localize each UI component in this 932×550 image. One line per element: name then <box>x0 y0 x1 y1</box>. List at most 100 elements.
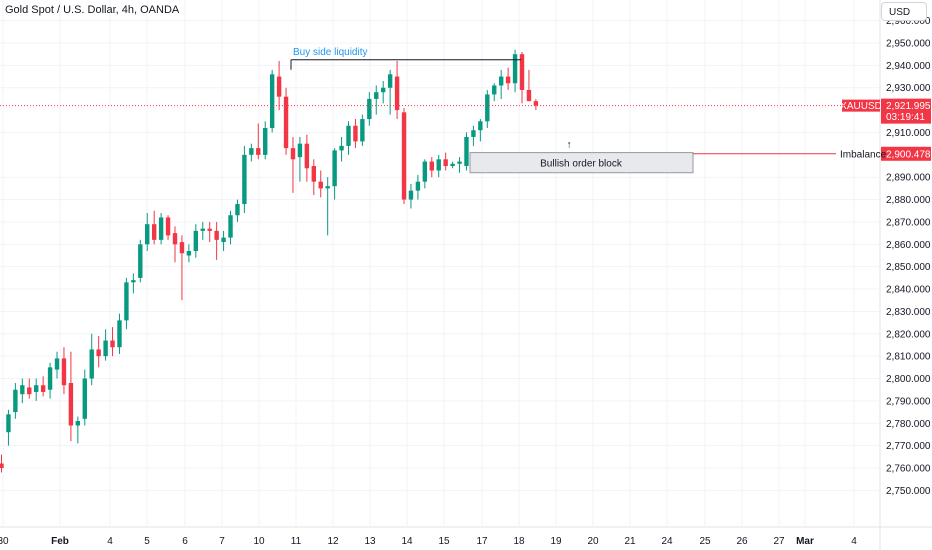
candle <box>151 210 157 245</box>
candle-body <box>124 282 129 321</box>
candle <box>193 224 199 258</box>
candle-body <box>381 87 386 93</box>
candle-body <box>235 204 240 216</box>
candle <box>228 210 233 245</box>
candle <box>533 98 539 111</box>
candle <box>429 157 434 178</box>
candle <box>346 121 351 155</box>
price-tick-label: 2,870.000 <box>886 217 931 228</box>
candle-body <box>249 148 254 155</box>
candle <box>318 170 323 198</box>
time-tick-label: 15 <box>438 536 450 547</box>
candle-body <box>353 125 358 142</box>
candle-body <box>408 190 414 200</box>
candle-body <box>415 181 421 191</box>
time-tick-label: 10 <box>253 536 265 547</box>
candle-body <box>360 119 365 142</box>
candle-body <box>443 159 448 167</box>
candle <box>13 383 18 419</box>
candle-body <box>47 367 53 390</box>
candle-body <box>96 349 101 357</box>
candle <box>103 329 108 361</box>
time-axis[interactable]: 30 Feb 4 5 6 7 10 11 12 13 14 15 17 18 19 20 21 24 25 26 27 M… <box>0 536 857 547</box>
current-price-text: 2,921.995 <box>886 101 931 112</box>
candle <box>512 49 518 93</box>
time-tick-label: 24 <box>661 536 673 547</box>
time-tick-label: 20 <box>587 536 599 547</box>
currency-button[interactable]: USD <box>881 2 927 21</box>
candle <box>422 159 428 189</box>
candle-body <box>283 96 289 149</box>
candle-body <box>242 154 247 205</box>
candle-body <box>505 76 511 84</box>
price-tick-label: 2,820.000 <box>886 329 931 340</box>
candle-body <box>457 161 462 164</box>
buy-side-liquidity-label: Buy side liquidity <box>293 47 367 58</box>
price-tick-label: 2,960.000 <box>886 16 931 27</box>
candle-body <box>498 76 504 86</box>
candle-body <box>138 244 143 278</box>
candle <box>214 221 219 260</box>
candle <box>519 51 525 104</box>
candle <box>367 92 372 126</box>
candle <box>138 239 143 283</box>
candle-body <box>387 74 393 88</box>
candle <box>457 157 462 173</box>
bullish-order-block-zone[interactable] <box>469 152 694 174</box>
candle-body <box>533 101 539 106</box>
candle <box>54 351 60 379</box>
candle-body <box>131 280 136 283</box>
candle <box>75 416 81 444</box>
candle-body <box>40 385 46 392</box>
candle <box>179 235 185 301</box>
candle <box>186 244 192 263</box>
candle-body <box>27 387 32 395</box>
candle <box>332 148 337 200</box>
candle-body <box>75 421 81 426</box>
price-axis[interactable]: 2,960.000 2,950.000 2,940.000 2,930.000 2,91… <box>840 16 931 497</box>
candle <box>415 174 421 200</box>
candle-body <box>346 125 351 146</box>
candlestick-series <box>0 49 539 473</box>
candle-body <box>110 340 115 348</box>
imbalance-price-badge: 2,900.478 <box>881 146 931 161</box>
candle-body <box>34 385 39 392</box>
candle <box>124 277 129 330</box>
candle <box>443 152 448 171</box>
candle-body <box>436 159 441 171</box>
candle <box>401 107 407 205</box>
candle-body <box>464 136 469 167</box>
imbalance-price-text: 2,900.478 <box>886 149 931 160</box>
candle-body <box>221 237 226 243</box>
candle <box>505 67 511 90</box>
price-tick-label: 2,780.000 <box>886 419 931 430</box>
candle <box>374 85 379 115</box>
candle <box>290 136 296 193</box>
candle-body <box>228 215 233 238</box>
symbol-tag-text: XAUUSD <box>840 101 882 112</box>
candle <box>471 125 476 146</box>
candle <box>242 145 247 213</box>
price-tick-label: 2,750.000 <box>886 486 931 497</box>
time-tick-label: 13 <box>364 536 376 547</box>
candle <box>96 336 101 368</box>
candle <box>492 83 497 102</box>
chart-title: Gold Spot / U.S. Dollar, 4h, OANDA <box>5 4 180 16</box>
candle-body <box>61 358 67 386</box>
candle-body <box>103 340 108 357</box>
candle-body <box>20 385 25 395</box>
candle <box>47 362 53 399</box>
candle-body <box>0 463 4 468</box>
price-tick-label: 2,940.000 <box>886 61 931 72</box>
candle <box>34 378 39 401</box>
candle-body <box>172 233 178 245</box>
candle-body <box>394 76 400 111</box>
candle-body <box>318 181 323 189</box>
candle-body <box>519 54 525 90</box>
price-tick-label: 2,800.000 <box>886 374 931 385</box>
candle-body <box>485 94 490 122</box>
time-tick-label: 4 <box>851 536 857 547</box>
candle <box>353 119 358 149</box>
